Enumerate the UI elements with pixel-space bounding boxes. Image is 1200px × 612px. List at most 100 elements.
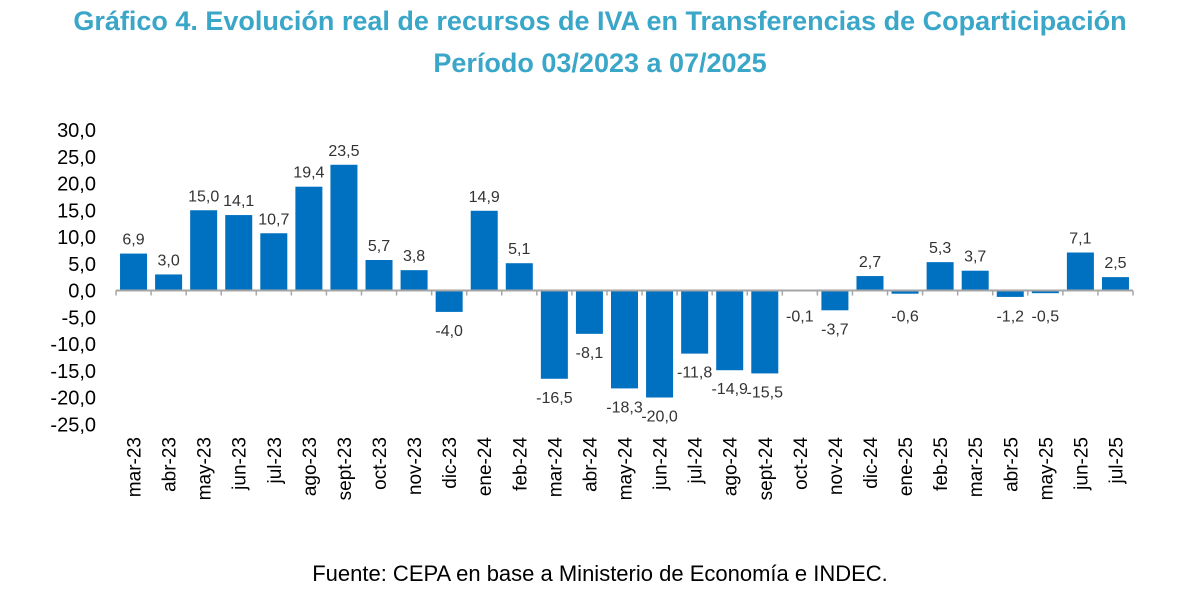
y-tick-label: -25,0 bbox=[50, 414, 96, 436]
x-tick-label: jun-25 bbox=[1071, 437, 1092, 491]
bar bbox=[891, 290, 919, 294]
bar bbox=[260, 233, 288, 291]
x-tick-label: sept-24 bbox=[756, 437, 777, 501]
x-tick-label: nov-23 bbox=[405, 437, 426, 495]
x-tick-label: mar-24 bbox=[545, 437, 566, 498]
y-tick-label: -20,0 bbox=[50, 388, 96, 410]
x-tick-label: jun-24 bbox=[651, 437, 672, 491]
y-tick-label: 25,0 bbox=[57, 147, 96, 169]
data-label: -0,5 bbox=[1032, 309, 1060, 326]
bar bbox=[155, 274, 183, 291]
bar bbox=[611, 290, 638, 389]
data-label: -14,9 bbox=[711, 381, 748, 398]
x-tick-label: may-23 bbox=[195, 437, 216, 500]
bar bbox=[295, 186, 323, 291]
data-label: 7,1 bbox=[1069, 231, 1091, 248]
data-label: -18,3 bbox=[606, 399, 643, 416]
data-label: -15,5 bbox=[747, 384, 784, 401]
data-label: 14,9 bbox=[469, 189, 500, 206]
data-label: -0,1 bbox=[786, 309, 814, 326]
x-tick-label: nov-24 bbox=[826, 437, 847, 496]
data-label: 15,0 bbox=[188, 188, 219, 205]
bar-chart: 30,0 25,0 20,0 15,0 10,0 5,0 0,0 -5,0 -10,0 -15,0… bbox=[50, 120, 1134, 501]
x-tick-label: sept-23 bbox=[335, 437, 356, 500]
y-tick-label: -15,0 bbox=[50, 361, 96, 383]
bar bbox=[435, 290, 463, 312]
bar bbox=[1031, 290, 1059, 294]
y-tick-label: 15,0 bbox=[57, 200, 96, 222]
x-tick-label: jun-23 bbox=[230, 437, 251, 491]
data-label: 3,8 bbox=[403, 248, 425, 265]
data-label: 5,7 bbox=[368, 238, 390, 255]
bar bbox=[856, 276, 884, 291]
bar bbox=[575, 290, 603, 334]
data-label: 3,7 bbox=[964, 249, 986, 266]
x-tick-label: oct-24 bbox=[791, 437, 812, 490]
bar bbox=[646, 290, 674, 398]
x-tick-label: ago-23 bbox=[300, 437, 321, 496]
x-tick-label: mar-23 bbox=[125, 437, 146, 497]
chart-subtitle: Período 03/2023 a 07/2025 bbox=[433, 48, 767, 78]
x-tick-label: may-24 bbox=[616, 437, 637, 501]
bar bbox=[540, 290, 568, 379]
data-label: 23,5 bbox=[328, 143, 359, 160]
y-tick-label: 5,0 bbox=[68, 254, 96, 276]
x-tick-label: ene-24 bbox=[475, 437, 496, 497]
chart-title: Gráfico 4. Evolución real de recursos de… bbox=[73, 6, 1127, 36]
data-label: 2,7 bbox=[859, 254, 881, 271]
data-label: 14,1 bbox=[223, 193, 254, 210]
x-tick-label: abr-23 bbox=[160, 437, 181, 492]
data-label: 6,9 bbox=[122, 232, 144, 249]
data-label: -1,2 bbox=[996, 309, 1024, 326]
x-tick-label: mar-25 bbox=[966, 437, 987, 497]
x-tick-label: abr-24 bbox=[580, 437, 601, 492]
bar bbox=[330, 164, 358, 291]
y-tick-label: 10,0 bbox=[57, 227, 96, 249]
data-label: -11,8 bbox=[677, 365, 712, 382]
bar bbox=[470, 210, 498, 291]
source-note: Fuente: CEPA en base a Ministerio de Eco… bbox=[312, 561, 888, 586]
data-label: -16,5 bbox=[536, 390, 573, 407]
bar bbox=[751, 290, 779, 374]
data-label: -20,0 bbox=[641, 409, 678, 426]
x-tick-label: may-25 bbox=[1036, 437, 1057, 500]
x-tick-label: abr-25 bbox=[1001, 437, 1022, 492]
data-label: 5,1 bbox=[508, 241, 530, 258]
bar bbox=[926, 262, 954, 291]
bar bbox=[1066, 252, 1094, 291]
bar bbox=[365, 260, 393, 291]
y-tick-label: 0,0 bbox=[68, 281, 96, 303]
bar bbox=[1101, 277, 1129, 291]
bar bbox=[400, 270, 428, 291]
x-tick-label: oct-23 bbox=[370, 437, 391, 490]
bar bbox=[681, 290, 709, 354]
y-tick-label: -10,0 bbox=[50, 334, 96, 356]
x-tick-label: jul-23 bbox=[265, 437, 286, 484]
x-tick-label: feb-24 bbox=[510, 437, 531, 491]
x-tick-label: ago-24 bbox=[721, 437, 742, 497]
data-label: -0,6 bbox=[891, 309, 919, 326]
bar bbox=[505, 263, 533, 291]
y-tick-label: 30,0 bbox=[57, 120, 96, 142]
data-label: 5,3 bbox=[929, 240, 951, 257]
x-tick-label: dic-23 bbox=[440, 437, 461, 489]
bar bbox=[821, 290, 849, 311]
y-tick-label: -5,0 bbox=[62, 307, 96, 329]
data-label: 19,4 bbox=[293, 165, 324, 182]
data-label: -8,1 bbox=[576, 345, 604, 362]
data-label: 2,5 bbox=[1104, 255, 1126, 272]
data-label: -4,0 bbox=[435, 323, 463, 340]
y-tick-label: 20,0 bbox=[57, 174, 96, 196]
bar bbox=[190, 210, 218, 291]
bar bbox=[716, 290, 744, 371]
bar bbox=[120, 253, 148, 291]
x-tick-label: jul-24 bbox=[686, 437, 707, 485]
data-label: 10,7 bbox=[258, 211, 289, 228]
x-tick-label: feb-25 bbox=[931, 437, 952, 491]
data-label: -3,7 bbox=[821, 321, 849, 338]
x-tick-label: jul-25 bbox=[1106, 437, 1127, 484]
x-tick-label: ene-25 bbox=[896, 437, 917, 496]
bar bbox=[225, 215, 253, 291]
bar bbox=[996, 290, 1024, 297]
data-label: 3,0 bbox=[157, 252, 179, 269]
